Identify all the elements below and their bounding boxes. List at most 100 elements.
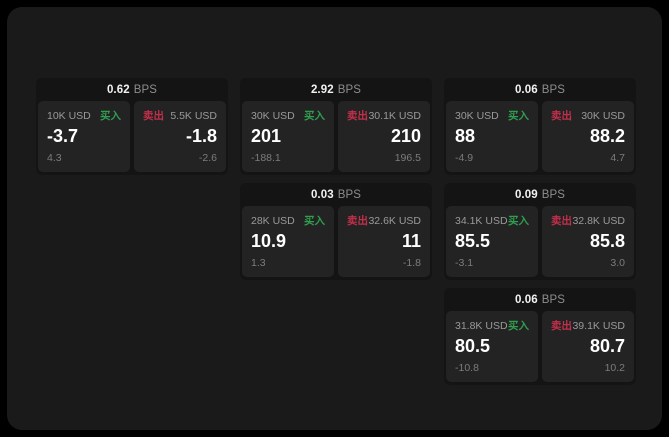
buy-size-label: 10K USD (47, 109, 91, 122)
buy-side-header: 30K USD 买入 (455, 109, 529, 123)
buy-delta: 4.3 (47, 152, 62, 164)
sell-action-label: 卖出 (347, 110, 368, 122)
buy-side[interactable]: 10K USD 买入 -3.7 4.3 (38, 101, 130, 172)
spread-card[interactable]: 0.06 BPS 30K USD 买入 88 -4.9 卖出 (444, 78, 636, 175)
sell-side[interactable]: 卖出 30.1K USD 210 196.5 (338, 101, 430, 172)
bps-value: 0.06 (514, 293, 538, 306)
buy-delta: 1.3 (251, 257, 266, 269)
spread-card[interactable]: 2.92 BPS 30K USD 买入 201 -188.1 卖出 (240, 78, 432, 175)
spread-card[interactable]: 0.03 BPS 28K USD 买入 10.9 1.3 卖出 (240, 183, 432, 280)
sell-size-label: 30.1K USD (368, 109, 421, 122)
sell-action-label: 卖出 (143, 110, 164, 122)
buy-action-label: 买入 (304, 110, 325, 122)
buy-side[interactable]: 31.8K USD 买入 80.5 -10.8 (446, 311, 538, 382)
sell-side[interactable]: 卖出 5.5K USD -1.8 -2.6 (134, 101, 226, 172)
spread-card[interactable]: 0.06 BPS 31.8K USD 买入 80.5 -10.8 卖 (444, 288, 636, 385)
card-body: 34.1K USD 买入 85.5 -3.1 卖出 32.8K USD 85.8… (444, 206, 636, 280)
sell-price: 85.8 (589, 231, 625, 251)
buy-action-label: 买入 (304, 215, 325, 227)
card-body: 30K USD 买入 88 -4.9 卖出 30K USD 88.2 4.7 (444, 101, 636, 175)
buy-price: 80.5 (455, 336, 491, 356)
sell-size-label: 39.1K USD (572, 319, 625, 332)
sell-size-label: 5.5K USD (170, 109, 217, 122)
buy-price: 85.5 (455, 231, 491, 251)
card-body: 30K USD 买入 201 -188.1 卖出 30.1K USD 210 1… (240, 101, 432, 175)
buy-side-header: 10K USD 买入 (47, 109, 121, 123)
bps-value: 0.62 (106, 83, 130, 96)
bps-unit-label: BPS (541, 293, 566, 306)
bps-value: 0.09 (514, 188, 538, 201)
buy-size-label: 28K USD (251, 214, 295, 227)
spread-card[interactable]: 0.09 BPS 34.1K USD 买入 85.5 -3.1 卖出 (444, 183, 636, 280)
sell-size-label: 32.8K USD (572, 214, 625, 227)
sell-delta: 10.2 (604, 362, 625, 374)
spread-panel: 0.62 BPS 10K USD 买入 -3.7 4.3 卖出 (7, 7, 662, 430)
sell-delta: 3.0 (610, 257, 625, 269)
bps-unit-label: BPS (337, 188, 362, 201)
card-header: 0.62 BPS (36, 78, 228, 101)
buy-size-label: 30K USD (251, 109, 295, 122)
buy-size-label: 31.8K USD (455, 319, 508, 332)
sell-side-header: 卖出 30.1K USD (347, 109, 421, 123)
card-header: 0.06 BPS (444, 78, 636, 101)
bps-unit-label: BPS (541, 188, 566, 201)
buy-delta: -4.9 (455, 152, 474, 164)
sell-action-label: 卖出 (347, 215, 368, 227)
sell-side[interactable]: 卖出 30K USD 88.2 4.7 (542, 101, 634, 172)
spread-card[interactable]: 0.62 BPS 10K USD 买入 -3.7 4.3 卖出 (36, 78, 228, 175)
card-header: 0.03 BPS (240, 183, 432, 206)
sell-side-header: 卖出 39.1K USD (551, 319, 625, 333)
sell-side-header: 卖出 5.5K USD (143, 109, 217, 123)
sell-delta: 4.7 (610, 152, 625, 164)
sell-action-label: 卖出 (551, 110, 572, 122)
buy-delta: -188.1 (251, 152, 281, 164)
bps-value: 2.92 (310, 83, 334, 96)
card-column-2: 2.92 BPS 30K USD 买入 201 -188.1 卖出 (240, 78, 432, 280)
sell-action-label: 卖出 (551, 320, 572, 332)
buy-side-header: 31.8K USD 买入 (455, 319, 529, 333)
buy-price: 10.9 (251, 231, 287, 251)
sell-price: 11 (401, 231, 421, 251)
card-body: 28K USD 买入 10.9 1.3 卖出 32.6K USD 11 -1.8 (240, 206, 432, 280)
sell-delta: -2.6 (198, 152, 217, 164)
card-body: 31.8K USD 买入 80.5 -10.8 卖出 39.1K USD 80.… (444, 311, 636, 385)
sell-price: 88.2 (589, 126, 625, 146)
sell-side[interactable]: 卖出 32.6K USD 11 -1.8 (338, 206, 430, 277)
sell-delta: 196.5 (394, 152, 421, 164)
bps-unit-label: BPS (337, 83, 362, 96)
buy-side[interactable]: 30K USD 买入 201 -188.1 (242, 101, 334, 172)
sell-action-label: 卖出 (551, 215, 572, 227)
buy-action-label: 买入 (508, 320, 529, 332)
sell-price: 210 (390, 126, 421, 146)
buy-size-label: 30K USD (455, 109, 499, 122)
spread-card-grid: 0.62 BPS 10K USD 买入 -3.7 4.3 卖出 (36, 78, 636, 385)
buy-price: 88 (455, 126, 476, 146)
bps-value: 0.03 (310, 188, 334, 201)
buy-size-label: 34.1K USD (455, 214, 508, 227)
card-body: 10K USD 买入 -3.7 4.3 卖出 5.5K USD -1.8 -2.… (36, 101, 228, 175)
buy-price: 201 (251, 126, 282, 146)
card-header: 0.09 BPS (444, 183, 636, 206)
sell-side-header: 卖出 30K USD (551, 109, 625, 123)
sell-price: -1.8 (185, 126, 217, 146)
bps-unit-label: BPS (133, 83, 158, 96)
buy-delta: -10.8 (455, 362, 479, 374)
sell-delta: -1.8 (402, 257, 421, 269)
bps-unit-label: BPS (541, 83, 566, 96)
sell-size-label: 30K USD (581, 109, 625, 122)
buy-action-label: 买入 (100, 110, 121, 122)
card-header: 0.06 BPS (444, 288, 636, 311)
card-header: 2.92 BPS (240, 78, 432, 101)
sell-side[interactable]: 卖出 32.8K USD 85.8 3.0 (542, 206, 634, 277)
bps-value: 0.06 (514, 83, 538, 96)
buy-side[interactable]: 30K USD 买入 88 -4.9 (446, 101, 538, 172)
sell-side-header: 卖出 32.8K USD (551, 214, 625, 228)
sell-side[interactable]: 卖出 39.1K USD 80.7 10.2 (542, 311, 634, 382)
buy-side-header: 30K USD 买入 (251, 109, 325, 123)
sell-price: 80.7 (589, 336, 625, 356)
buy-side[interactable]: 28K USD 买入 10.9 1.3 (242, 206, 334, 277)
buy-action-label: 买入 (508, 215, 529, 227)
buy-price: -3.7 (47, 126, 79, 146)
buy-side[interactable]: 34.1K USD 买入 85.5 -3.1 (446, 206, 538, 277)
sell-side-header: 卖出 32.6K USD (347, 214, 421, 228)
